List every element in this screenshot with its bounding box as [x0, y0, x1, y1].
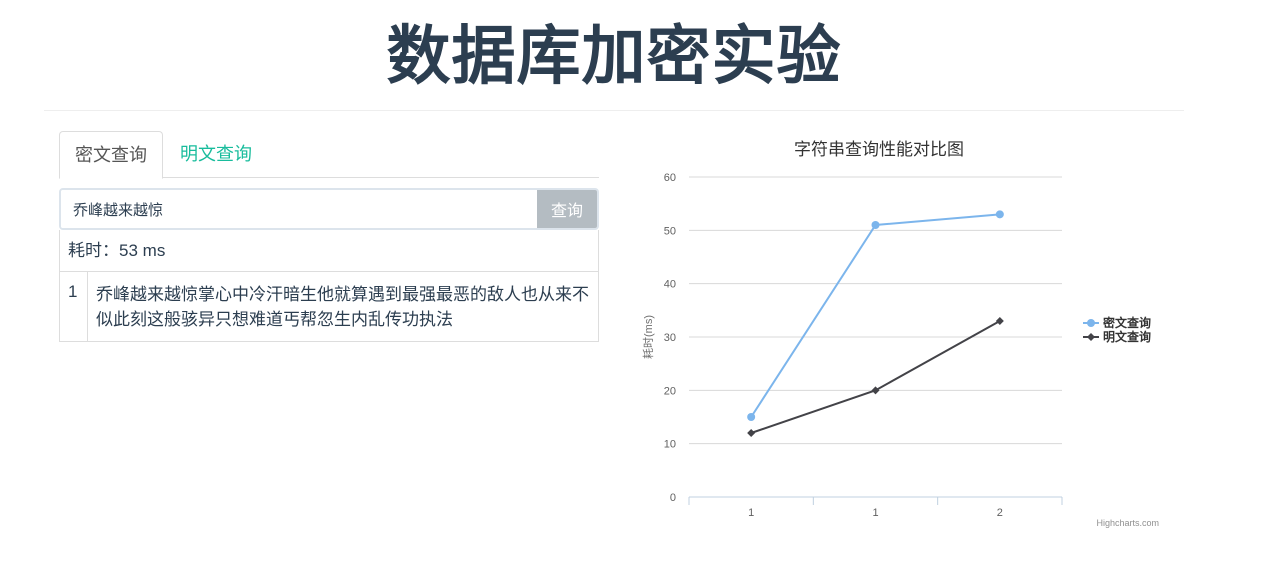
- timing-unit: ms: [142, 241, 166, 260]
- table-row: 1 乔峰越来越惊掌心中冷汗暗生他就算遇到最强最恶的敌人也从来不似此刻这般骇异只想…: [60, 272, 598, 341]
- timing-label: 耗时：: [68, 241, 119, 260]
- data-point: [995, 317, 1004, 325]
- data-point: [747, 429, 756, 437]
- legend-label: 密文查询: [1103, 315, 1151, 330]
- x-tick-label: 2: [997, 507, 1003, 519]
- search-bar: 查询: [59, 188, 599, 230]
- chart-title: 字符串查询性能对比图: [794, 140, 964, 159]
- y-tick-label: 10: [664, 439, 676, 451]
- title-divider: [44, 110, 1184, 111]
- tab-ciphertext-query[interactable]: 密文查询: [59, 131, 163, 179]
- page-title: 数据库加密实验: [386, 20, 842, 92]
- query-button[interactable]: 查询: [537, 190, 597, 228]
- legend-marker: [1087, 319, 1095, 327]
- timing-row: 耗时：53 ms: [60, 230, 598, 272]
- chart-svg: 字符串查询性能对比图 0 10 20 30 40 50 60 1 1 2 耗时(ms) 密文查询明文查询…: [642, 140, 1159, 528]
- y-tick-label: 50: [664, 225, 676, 237]
- y-tick-label: 40: [664, 279, 676, 291]
- x-tick-label: 1: [748, 507, 754, 519]
- performance-chart: 字符串查询性能对比图 0 10 20 30 40 50 60 1 1 2 耗时(ms) 密文查询 明文查询…: [630, 130, 1190, 540]
- tab-plaintext-query[interactable]: 明文查询: [180, 144, 252, 164]
- data-point: [871, 386, 880, 395]
- y-tick-label: 60: [664, 172, 676, 184]
- query-tabs: 密文查询 明文查询: [59, 131, 599, 179]
- legend-label: 明文查询: [1103, 329, 1151, 344]
- x-tick-label: 1: [872, 507, 878, 519]
- y-axis-title: 耗时(ms): [642, 315, 655, 359]
- data-point: [747, 413, 756, 421]
- row-text: 乔峰越来越惊掌心中冷汗暗生他就算遇到最强最恶的敌人也从来不似此刻这般骇异只想难道…: [96, 285, 589, 329]
- y-tick-label: 20: [664, 385, 676, 397]
- y-tick-label: 0: [670, 492, 676, 504]
- timing-value: 53: [119, 241, 138, 260]
- data-point: [871, 221, 880, 229]
- chart-credits: Highcharts.com: [1096, 518, 1159, 528]
- y-tick-label: 30: [664, 332, 676, 344]
- search-input[interactable]: [61, 190, 537, 228]
- row-index: 1: [60, 272, 88, 341]
- series-line-2: [750, 320, 1001, 434]
- legend-marker: [1087, 333, 1095, 341]
- data-point: [995, 210, 1004, 219]
- results-table: 耗时：53 ms 1 乔峰越来越惊掌心中冷汗暗生他就算遇到最强最恶的敌人也从来不…: [59, 230, 599, 342]
